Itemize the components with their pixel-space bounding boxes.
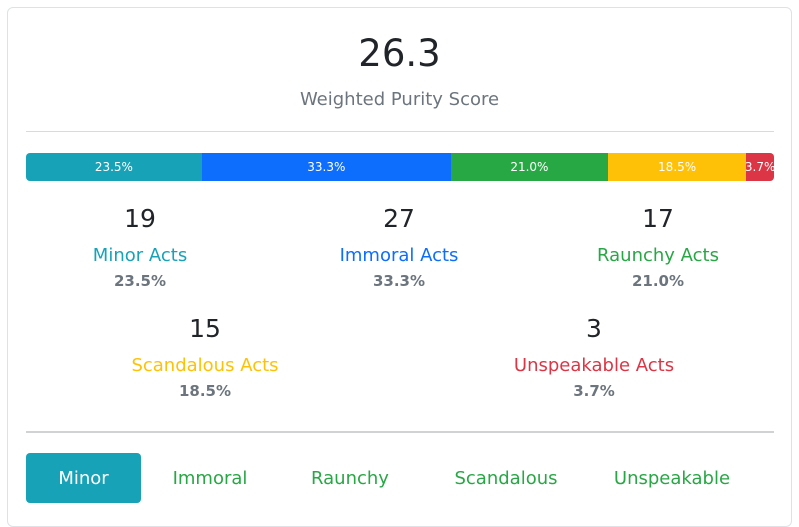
tab-minor[interactable]: Minor (26, 453, 141, 503)
bottom-divider (26, 431, 774, 433)
stat-minor: 19 Minor Acts 23.5% (20, 203, 260, 291)
stat-percent: 18.5% (178, 382, 232, 400)
tab-immoral[interactable]: Immoral (172, 467, 248, 489)
stat-count: 17 (642, 204, 674, 233)
stat-immoral: 27 Immoral Acts 33.3% (279, 203, 519, 291)
progress-segment-scandalous: 18.5% (607, 153, 747, 181)
stat-percent: 21.0% (631, 272, 685, 290)
stat-scandalous: 15 Scandalous Acts 18.5% (85, 313, 325, 401)
stat-count: 15 (189, 314, 221, 343)
tab-raunchy[interactable]: Raunchy (311, 467, 389, 489)
category-progress-bar: 23.5% 33.3% 21.0% 18.5% 3.7% (26, 153, 774, 181)
stat-name: Scandalous Acts (131, 355, 279, 376)
stat-name: Unspeakable Acts (513, 355, 675, 376)
progress-segment-raunchy: 21.0% (450, 153, 608, 181)
stat-name: Raunchy Acts (597, 245, 719, 266)
stat-percent: 23.5% (113, 272, 167, 290)
top-divider (26, 131, 774, 132)
stat-name: Immoral Acts (339, 245, 459, 266)
tab-unspeakable[interactable]: Unspeakable (613, 467, 731, 489)
progress-segment-minor: 23.5% (26, 153, 202, 181)
tab-scandalous[interactable]: Scandalous (454, 467, 558, 489)
stat-name: Minor Acts (92, 245, 188, 266)
category-tabs: Minor Immoral Raunchy Scandalous Unspeak… (26, 453, 753, 503)
stat-percent: 33.3% (372, 272, 426, 290)
stat-percent: 3.7% (573, 382, 615, 400)
progress-segment-unspeakable: 3.7% (746, 153, 774, 181)
purity-score-label: Weighted Purity Score (299, 89, 500, 110)
progress-segment-immoral: 33.3% (201, 153, 451, 181)
stat-count: 19 (124, 204, 156, 233)
results-card (7, 7, 792, 527)
stat-count: 3 (586, 314, 602, 343)
stat-count: 27 (383, 204, 415, 233)
purity-score-value: 26.3 (358, 32, 441, 75)
stat-unspeakable: 3 Unspeakable Acts 3.7% (474, 313, 714, 401)
stat-raunchy: 17 Raunchy Acts 21.0% (538, 203, 778, 291)
